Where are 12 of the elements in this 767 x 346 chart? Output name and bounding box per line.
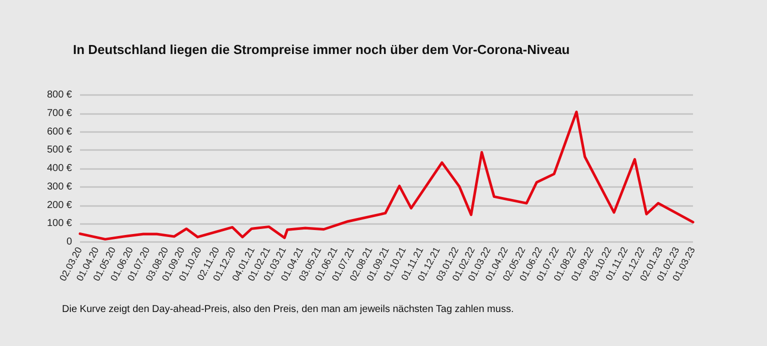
y-tick-label: 0 xyxy=(66,236,72,248)
y-tick-label: 300 € xyxy=(46,181,72,192)
line-series xyxy=(78,110,694,241)
y-tick-label: 600 € xyxy=(46,126,72,138)
y-tick-label: 700 € xyxy=(46,108,72,119)
y-tick-label: 500 € xyxy=(46,144,72,156)
chart-title: In Deutschland liegen die Strompreise immer noch über dem Vor-Corona-Niveau xyxy=(73,42,570,57)
y-tick-label: 400 € xyxy=(46,163,72,174)
y-tick-label: 100 € xyxy=(46,218,72,230)
y-tick-label: 800 € xyxy=(46,90,72,100)
y-tick-label: 200 € xyxy=(46,200,72,211)
text: Die Kurve zeigt den Day-ahead-Preis, also den Preis, den man am jeweils nächsten Tag zahlen muss. xyxy=(62,304,514,315)
